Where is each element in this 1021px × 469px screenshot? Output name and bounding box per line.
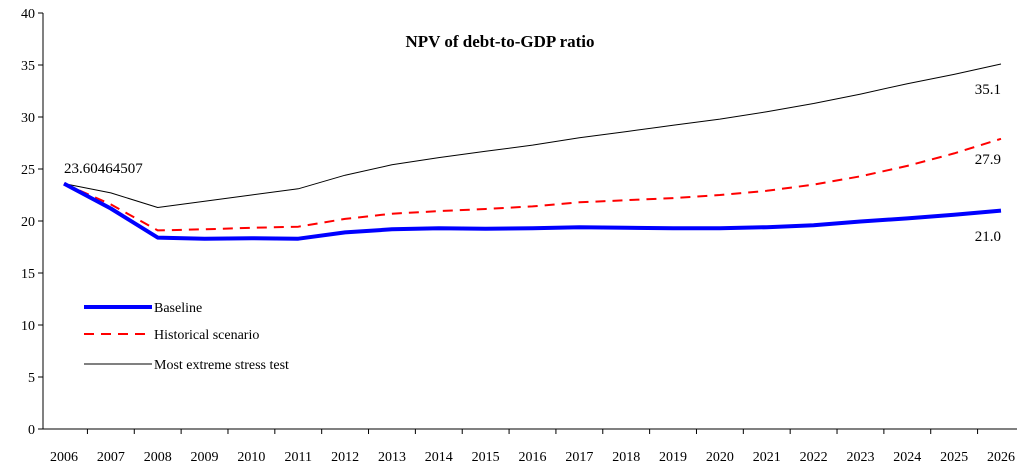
y-axis: 0 5 10 15 20 25 30 35 40 [21,7,44,438]
x-tick-label: 2025 [940,450,968,465]
x-tick-label: 2009 [191,450,219,465]
x-tick-label: 2024 [893,450,921,465]
x-tick-label: 2014 [425,450,453,465]
x-tick-label: 2013 [378,450,406,465]
x-tick-label: 2007 [97,450,125,465]
x-tick-label: 2006 [50,450,78,465]
series-line-1 [63,137,1002,232]
x-tick-label: 2021 [753,450,781,465]
legend-label: Most extreme stress test [154,358,289,373]
x-tick-label: 2020 [706,450,734,465]
series-line-0 [63,181,1002,241]
y-tick-label: 20 [21,215,35,230]
y-tick-label: 35 [21,59,35,74]
x-tick-label: 2010 [237,450,265,465]
y-tick-label: 15 [21,267,35,282]
legend-label: Historical scenario [154,328,259,343]
y-tick-label: 30 [21,111,35,126]
x-tick-label: 2011 [285,450,312,465]
series-line-2 [63,63,1002,208]
x-tick-label: 2015 [472,450,500,465]
chart-title: NPV of debt-to-GDP ratio [405,32,594,51]
x-tick-label: 2017 [565,450,593,465]
y-tick-label: 40 [21,7,35,22]
x-tick-label: 2022 [800,450,828,465]
x-tick-label: 2023 [846,450,874,465]
y-tick-label: 5 [28,371,35,386]
annotation-end-baseline: 21.0 [975,229,1001,245]
annotation-start: 23.60464507 [64,161,143,177]
x-tick-label: 2008 [144,450,172,465]
x-tick-label: 2018 [612,450,640,465]
x-tick-label: 2019 [659,450,687,465]
y-tick-label: 10 [21,319,35,334]
annotation-end-extreme: 35.1 [975,82,1001,98]
series-layer [63,63,1002,241]
legend-label: Baseline [154,301,202,316]
x-tick-label: 2026 [987,450,1015,465]
y-tick-label: 25 [21,163,35,178]
x-axis: 2006 2007 2008 2009 2010 2011 2012 2013 2014 2015… [43,428,1017,465]
legend: Baseline Historical scenario Most extreme … [84,301,289,373]
annotation-end-historical: 27.9 [975,152,1001,168]
y-tick-label: 0 [28,423,35,438]
x-tick-label: 2012 [331,450,359,465]
x-tick-label: 2016 [519,450,547,465]
